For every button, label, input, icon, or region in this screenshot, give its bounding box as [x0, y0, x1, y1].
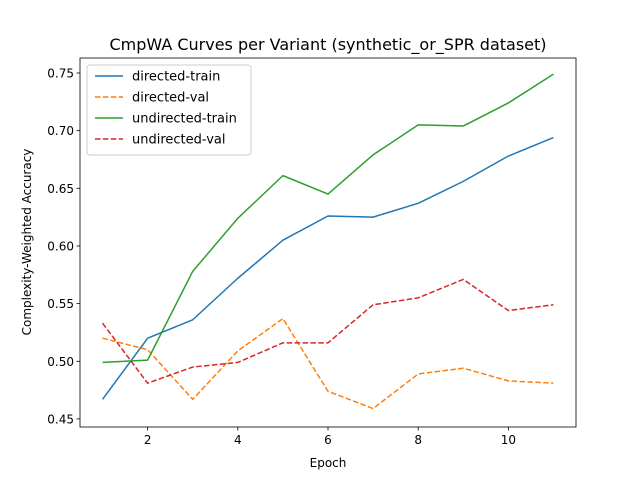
- series-line-directed-val: [102, 317, 554, 410]
- legend-label-directed-train: directed-train: [132, 70, 220, 85]
- x-axis-label: Epoch: [310, 456, 347, 470]
- legend-label-undirected-val: undirected-val: [132, 133, 226, 148]
- legend: directed-train directed-val undirected-tra…: [86, 64, 252, 156]
- y-tick-label: 0.70: [47, 124, 74, 138]
- x-tick-label: 8: [414, 433, 422, 447]
- y-tick-label: 0.45: [47, 412, 74, 426]
- y-tick-label: 0.55: [47, 297, 74, 311]
- legend-label-directed-val: directed-val: [132, 91, 209, 106]
- series-line-undirected-val: [101, 278, 554, 384]
- y-axis-label: Complexity-Weighted Accuracy: [20, 149, 34, 336]
- y-tick-label: 0.65: [47, 182, 74, 196]
- y-tick-label: 0.75: [47, 66, 74, 80]
- x-tick-label: 6: [324, 433, 332, 447]
- chart-title: CmpWA Curves per Variant (synthetic_or_S…: [109, 35, 546, 55]
- series-line-undirected-train: [102, 73, 554, 364]
- y-tick-label: 0.60: [47, 239, 74, 253]
- series-line-directed-train: [101, 136, 554, 400]
- legend-label-undirected-train: undirected-train: [132, 112, 237, 127]
- y-tick-label: 0.50: [47, 355, 74, 369]
- x-tick-label: 10: [501, 433, 516, 447]
- x-tick-label: 4: [234, 433, 242, 447]
- x-tick-label: 2: [144, 433, 152, 447]
- plot-area: 2 4 6 8 10 0.45 0.50 0.55 0.60 0.65 0.70 0.75: [47, 57, 577, 447]
- legend-box: [86, 64, 252, 156]
